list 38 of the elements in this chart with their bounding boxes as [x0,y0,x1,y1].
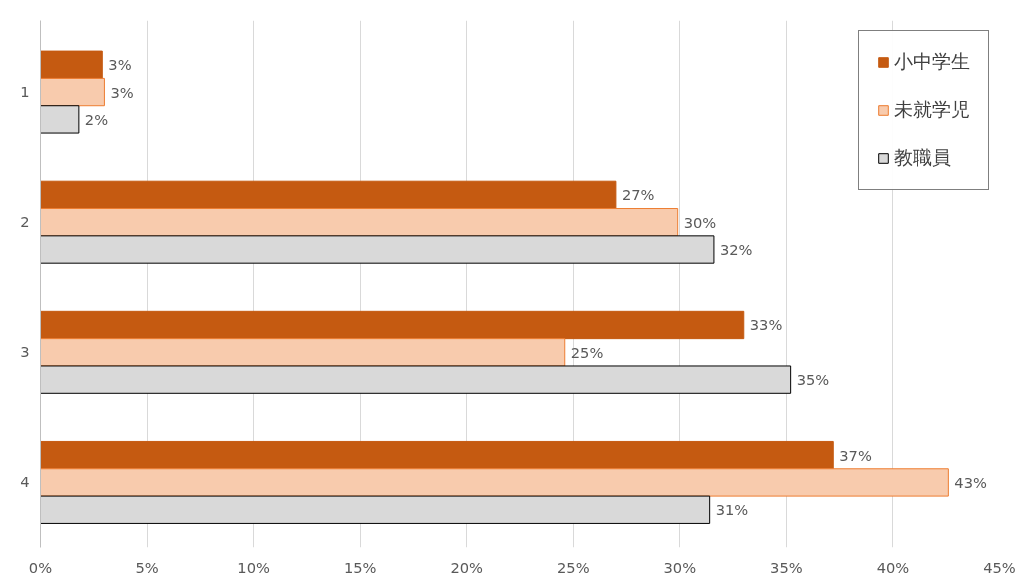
y-tick-label: 4 [20,473,30,491]
data-label: 27% [621,186,655,204]
data-label: 3% [110,83,134,101]
bar [40,310,745,340]
data-label: 31% [715,501,749,519]
data-label: 3% [108,56,132,74]
bar [40,180,617,210]
bar [40,468,949,497]
data-label: 43% [954,473,987,491]
data-label: 32% [719,241,753,259]
data-label: 33% [749,316,783,334]
y-tick-label: 3 [20,343,30,361]
y-tick-label: 2 [20,213,30,231]
bar [40,338,566,367]
x-tick-label: 0% [28,558,53,576]
data-label: 2% [84,110,109,128]
x-tick-label: 10% [237,558,270,576]
data-label: 35% [796,371,830,389]
y-tick-label: 1 [20,83,30,101]
legend-label: 未就学児 [894,98,970,122]
bar [40,105,80,134]
x-tick-label: 30% [663,558,697,576]
x-tick-label: 40% [876,558,910,576]
x-tick-label: 15% [343,558,377,576]
data-label: 25% [570,343,604,361]
x-tick-label: 45% [983,558,1016,576]
bar [40,208,679,237]
bar [40,50,103,79]
data-label: 30% [683,213,717,231]
x-tick-label: 25% [556,558,590,576]
legend-label: 小中学生 [894,50,970,74]
legend-label: 教職員 [894,146,951,170]
x-tick-label: 20% [450,558,484,576]
bar [40,77,105,107]
x-tick-label: 5% [135,558,159,576]
data-label: 37% [839,446,872,464]
bar [40,440,834,470]
x-tick-label: 35% [770,558,803,576]
